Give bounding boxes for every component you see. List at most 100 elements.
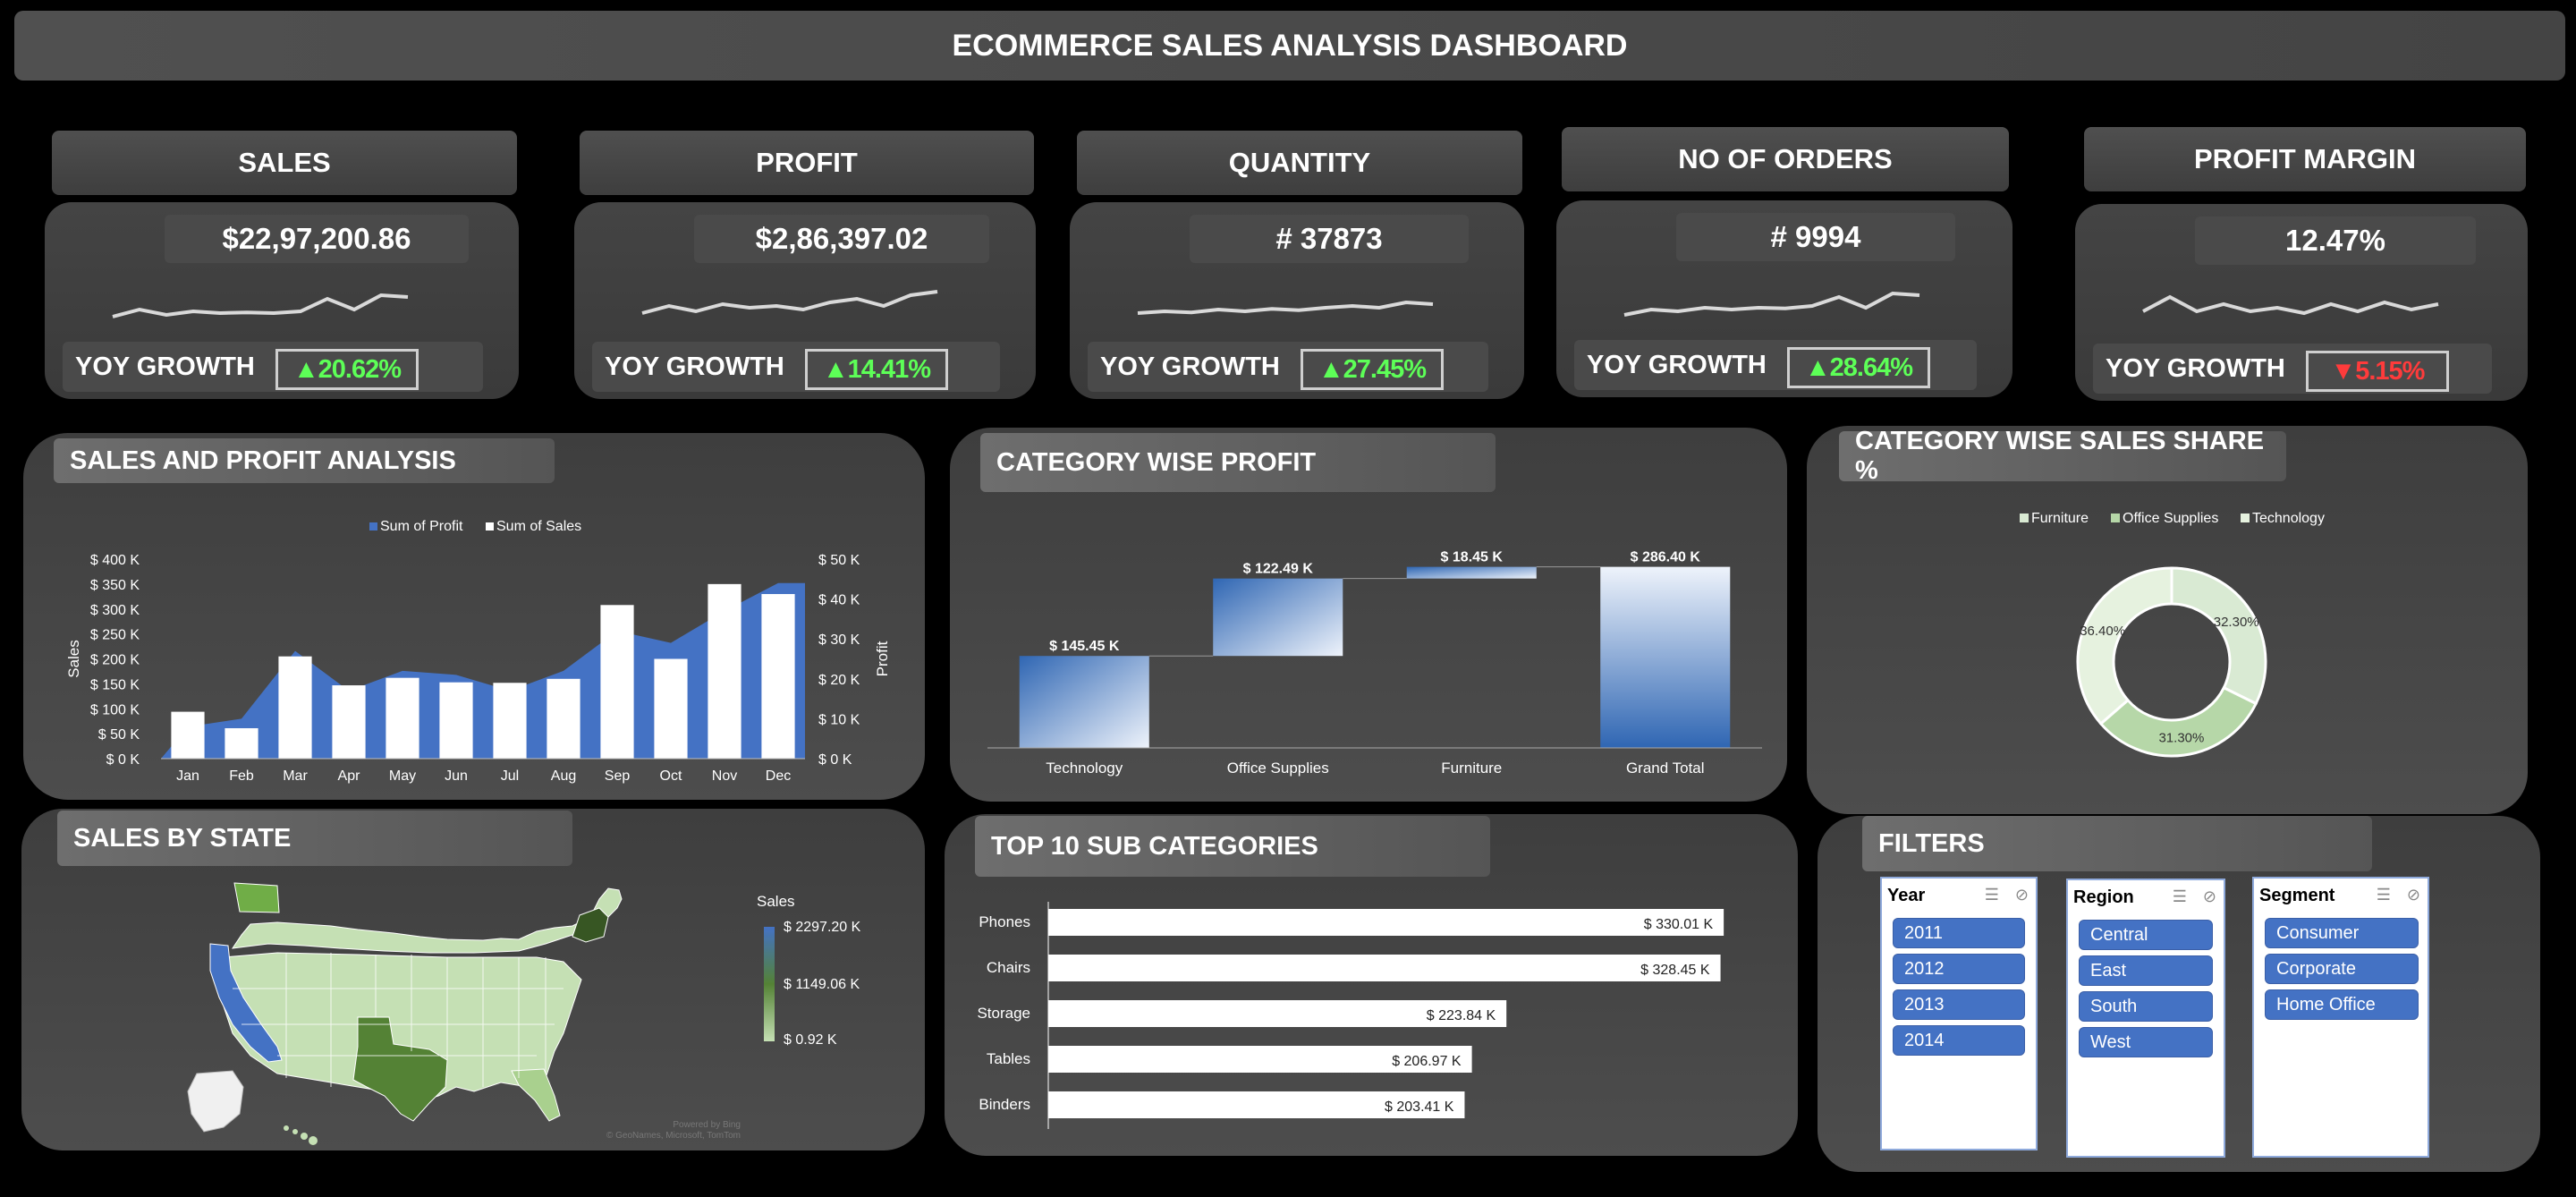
legend-swatch: [2020, 514, 2029, 522]
kpi-sales-growth-badge: ▲20.62%: [275, 349, 419, 390]
year-option-2014[interactable]: 2014: [1893, 1025, 2025, 1056]
segment-option-corporate[interactable]: Corporate: [2265, 954, 2419, 984]
y2-tick-label: $ 0 K: [818, 752, 852, 768]
hbar-data-label: $ 206.97 K: [1392, 1054, 1462, 1069]
donut-slice: [2098, 685, 2258, 758]
x-tick-label: Mar: [283, 768, 308, 784]
map-legend-low: $ 0.92 K: [784, 1032, 837, 1048]
kpi-quantity-sparkline: [1137, 300, 1434, 315]
sparkline-line: [1137, 300, 1434, 315]
x-tick-label: Feb: [229, 768, 254, 784]
segment-option-consumer[interactable]: Consumer: [2265, 918, 2419, 948]
year-slicer-title: Year: [1887, 886, 1926, 905]
sales-profit-title: SALES AND PROFIT ANALYSIS: [54, 438, 555, 483]
donut-slice: [2170, 566, 2267, 706]
kpi-profit-growth-badge: ▲14.41%: [805, 349, 948, 390]
segment-slicer[interactable]: Segment ☰ ⊘ Consumer Corporate Home Offi…: [2252, 877, 2429, 1158]
hbar-category-label: Tables: [987, 1050, 1030, 1067]
y2-tick-label: $ 30 K: [818, 632, 860, 648]
kpi-sales-value: $22,97,200.86: [165, 215, 469, 263]
map-credit-line2: © GeoNames, Microsoft, TomTom: [606, 1131, 741, 1141]
y-tick-label: $ 100 K: [90, 702, 140, 717]
x-tick-label: Jul: [501, 768, 519, 784]
category-share-title: CATEGORY WISE SALES SHARE %: [1839, 427, 2286, 485]
x-tick-label: Oct: [660, 768, 682, 784]
donut-legend: Furniture Office Supplies Technology: [2020, 511, 2325, 526]
y-tick-label: $ 350 K: [90, 578, 140, 593]
y-axis-label: Sales: [65, 640, 82, 678]
y-tick-label: $ 150 K: [90, 677, 140, 692]
hbar-bar: [1048, 1046, 1472, 1073]
sparkline-line: [641, 290, 938, 315]
region-option-west[interactable]: West: [2079, 1027, 2213, 1057]
waterfall-data-label: $ 18.45 K: [1441, 550, 1504, 565]
kpi-profit-yoy-label: YOY GROWTH: [592, 342, 1000, 392]
kpi-quantity-yoy-label: YOY GROWTH: [1088, 342, 1488, 392]
waterfall-bar: [1213, 578, 1343, 657]
kpi-profit-margin-growth-badge: ▼5.15%: [2306, 351, 2449, 392]
year-option-2012[interactable]: 2012: [1893, 954, 2025, 984]
kpi-sales-sparkline: [112, 293, 409, 318]
legend-swatch-sales: [486, 522, 494, 531]
map-texas: [352, 1016, 448, 1122]
category-profit-title: CATEGORY WISE PROFIT: [980, 433, 1496, 492]
legend-swatch-profit: [369, 522, 377, 531]
hbar-data-label: $ 330.01 K: [1644, 917, 1714, 932]
hbar-category-label: Storage: [977, 1005, 1030, 1022]
multi-select-icon[interactable]: ☰: [2376, 886, 2391, 904]
hbar-bar: [1048, 1091, 1465, 1118]
region-option-east[interactable]: East: [2079, 955, 2213, 986]
hbar-category-label: Chairs: [987, 959, 1030, 976]
sparkline-line: [2142, 294, 2439, 316]
category-share-chart: Furniture Office Supplies Technology 32.30%…: [2020, 511, 2325, 758]
multi-select-icon[interactable]: ☰: [2172, 887, 2187, 905]
clear-filter-icon[interactable]: ⊘: [2202, 887, 2216, 905]
map-state-borders: [233, 953, 564, 1087]
y-tick-label: $ 400 K: [90, 553, 140, 568]
legend-swatch: [2111, 514, 2120, 522]
map-california: [209, 943, 283, 1063]
y2-tick-label: $ 10 K: [818, 712, 860, 727]
dashboard-title: ECOMMERCE SALES ANALYSIS DASHBOARD: [14, 11, 2565, 81]
kpi-quantity-value: # 37873: [1190, 215, 1469, 263]
year-slicer[interactable]: Year ☰ ⊘ 2011 2012 2013 2014: [1880, 877, 2038, 1150]
kpi-profit-margin-label: PROFIT MARGIN: [2084, 127, 2526, 191]
hbar-bar: [1048, 909, 1724, 936]
region-slicer-title: Region: [2073, 887, 2134, 907]
year-option-2013[interactable]: 2013: [1893, 989, 2025, 1020]
hbar-data-label: $ 223.84 K: [1427, 1008, 1496, 1023]
waterfall-data-label: $ 122.49 K: [1243, 562, 1314, 577]
region-option-south[interactable]: South: [2079, 991, 2213, 1022]
sales-bar: [493, 683, 527, 759]
year-option-2011[interactable]: 2011: [1893, 918, 2025, 948]
x-tick-label: Jan: [176, 768, 199, 784]
region-slicer[interactable]: Region ☰ ⊘ Central East South West: [2066, 879, 2225, 1158]
donut-slice: [2076, 566, 2174, 726]
sales-bar: [600, 605, 634, 759]
y-tick-label: $ 0 K: [106, 752, 140, 768]
sales-bar: [654, 658, 688, 759]
hbar-bar: [1048, 955, 1721, 981]
legend-sales: Sum of Sales: [496, 519, 581, 534]
x-tick-label: Nov: [712, 768, 737, 784]
clear-filter-icon[interactable]: ⊘: [2406, 886, 2420, 904]
waterfall-data-label: $ 145.45 K: [1049, 639, 1120, 654]
kpi-profit-label: PROFIT: [580, 131, 1034, 195]
hbar-data-label: $ 203.41 K: [1385, 1099, 1454, 1115]
segment-option-home-office[interactable]: Home Office: [2265, 989, 2419, 1020]
kpi-profit-value: $2,86,397.02: [694, 215, 989, 263]
segment-slicer-title: Segment: [2259, 886, 2335, 905]
waterfall-category-label: Technology: [1046, 760, 1123, 777]
waterfall-category-label: Office Supplies: [1227, 760, 1329, 777]
clear-filter-icon[interactable]: ⊘: [2014, 886, 2029, 904]
region-option-central[interactable]: Central: [2079, 920, 2213, 950]
sales-bar: [761, 594, 795, 759]
map-new-york: [572, 907, 609, 943]
y2-tick-label: $ 50 K: [818, 553, 860, 568]
sparkline-line: [112, 293, 409, 318]
x-tick-label: Jun: [445, 768, 468, 784]
multi-select-icon[interactable]: ☰: [1984, 886, 1999, 904]
sales-bar: [171, 711, 205, 759]
x-tick-label: Apr: [338, 768, 361, 784]
y-tick-label: $ 250 K: [90, 628, 140, 643]
